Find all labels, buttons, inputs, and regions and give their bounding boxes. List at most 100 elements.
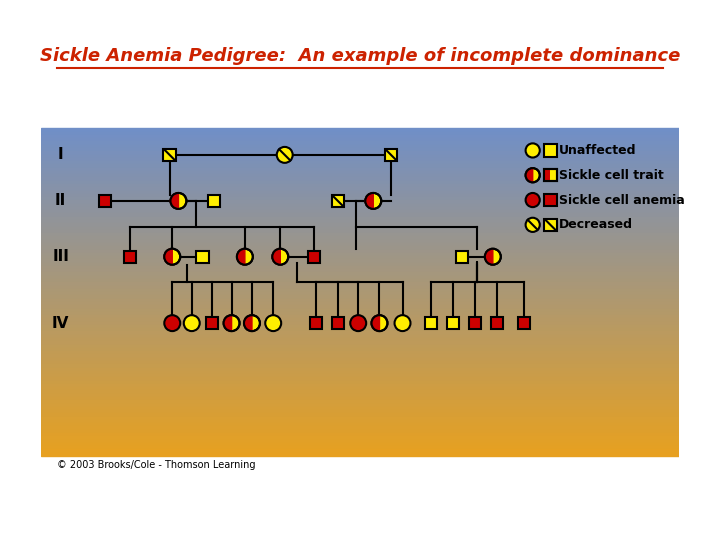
Circle shape: [272, 249, 288, 265]
Bar: [41, 246, 679, 249]
Bar: [491, 317, 503, 329]
Bar: [41, 351, 679, 354]
Bar: [41, 194, 679, 197]
Bar: [41, 400, 679, 403]
Circle shape: [171, 193, 186, 209]
Bar: [41, 410, 679, 414]
Circle shape: [526, 193, 540, 207]
Text: Sickle cell trait: Sickle cell trait: [559, 168, 664, 182]
Bar: [41, 227, 679, 230]
Bar: [41, 230, 679, 233]
Text: Decreased: Decreased: [559, 218, 634, 231]
Bar: [41, 273, 679, 276]
Bar: [41, 233, 679, 237]
Bar: [41, 295, 679, 299]
Bar: [41, 204, 679, 207]
Bar: [41, 345, 679, 348]
Circle shape: [526, 168, 540, 183]
Bar: [41, 191, 679, 194]
Bar: [456, 251, 468, 263]
Polygon shape: [485, 249, 492, 265]
Bar: [41, 224, 679, 227]
Bar: [469, 317, 482, 329]
Circle shape: [276, 147, 293, 163]
Bar: [41, 178, 679, 181]
Bar: [41, 364, 679, 368]
Bar: [41, 377, 679, 381]
Bar: [41, 197, 679, 200]
Bar: [41, 154, 679, 158]
Polygon shape: [372, 315, 379, 331]
Circle shape: [164, 249, 180, 265]
Bar: [99, 195, 111, 207]
Polygon shape: [365, 193, 373, 209]
Circle shape: [395, 315, 410, 331]
Bar: [41, 384, 679, 387]
Bar: [41, 141, 679, 145]
Bar: [41, 210, 679, 213]
Bar: [41, 171, 679, 174]
Bar: [41, 167, 679, 171]
Bar: [41, 237, 679, 240]
Bar: [41, 417, 679, 420]
Circle shape: [485, 249, 501, 265]
Bar: [41, 256, 679, 259]
Polygon shape: [164, 249, 172, 265]
Bar: [41, 151, 679, 154]
Bar: [41, 135, 679, 138]
Bar: [41, 145, 679, 148]
Polygon shape: [272, 249, 280, 265]
Polygon shape: [244, 315, 252, 331]
Bar: [41, 325, 679, 328]
Text: Unaffected: Unaffected: [559, 144, 636, 157]
Bar: [41, 289, 679, 292]
Bar: [307, 251, 320, 263]
Bar: [41, 394, 679, 397]
Bar: [41, 440, 679, 443]
Bar: [41, 253, 679, 256]
Bar: [41, 129, 679, 132]
Circle shape: [372, 315, 387, 331]
Bar: [41, 158, 679, 161]
Bar: [41, 217, 679, 220]
Bar: [425, 317, 437, 329]
Bar: [41, 220, 679, 224]
Bar: [41, 453, 679, 456]
Bar: [41, 279, 679, 282]
Bar: [163, 148, 176, 161]
Bar: [196, 251, 209, 263]
Circle shape: [164, 315, 180, 331]
Text: Sickle Anemia Pedigree:  An example of incomplete dominance: Sickle Anemia Pedigree: An example of in…: [40, 46, 680, 65]
Bar: [41, 374, 679, 377]
Bar: [41, 184, 679, 187]
Bar: [41, 433, 679, 436]
Bar: [41, 371, 679, 374]
Bar: [41, 319, 679, 322]
Bar: [124, 251, 136, 263]
Bar: [41, 299, 679, 302]
Bar: [544, 219, 557, 231]
Bar: [41, 262, 679, 266]
Bar: [544, 169, 557, 181]
Bar: [41, 449, 679, 453]
Bar: [41, 308, 679, 312]
Bar: [41, 443, 679, 446]
Bar: [41, 420, 679, 423]
Bar: [41, 335, 679, 338]
Circle shape: [526, 143, 540, 158]
Bar: [41, 368, 679, 371]
Bar: [41, 403, 679, 407]
Bar: [41, 322, 679, 325]
Bar: [41, 390, 679, 394]
Bar: [41, 132, 679, 135]
Text: II: II: [55, 193, 66, 208]
Bar: [332, 195, 344, 207]
Bar: [41, 414, 679, 417]
Polygon shape: [237, 249, 245, 265]
Polygon shape: [526, 168, 533, 183]
Bar: [41, 181, 679, 184]
Text: III: III: [53, 249, 69, 264]
Bar: [41, 266, 679, 269]
Bar: [41, 436, 679, 440]
Circle shape: [244, 315, 260, 331]
